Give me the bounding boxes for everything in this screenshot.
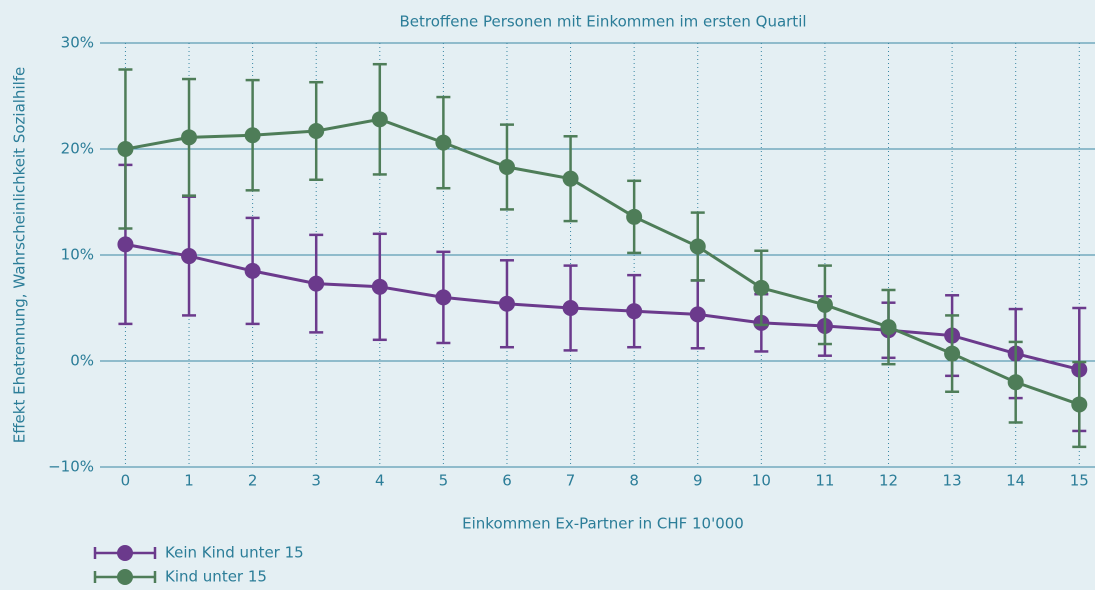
series-line <box>125 117 1080 406</box>
data-point <box>308 275 325 292</box>
data-point <box>117 236 134 253</box>
data-point <box>498 159 515 176</box>
chart-title: Betroffene Personen mit Einkommen im ers… <box>399 13 806 31</box>
data-point <box>181 248 198 265</box>
y-tick-label: 30% <box>61 34 94 52</box>
data-point <box>562 170 579 187</box>
data-point <box>562 300 579 316</box>
x-tick-label: 0 <box>121 472 131 490</box>
data-point <box>498 295 515 312</box>
x-tick-label: 12 <box>879 472 898 490</box>
y-tick-label: 0% <box>70 352 94 370</box>
x-tick-label: 4 <box>375 472 385 490</box>
y-axis-label: Effekt Ehetrennung, Wahrscheinlichkeit S… <box>11 67 29 444</box>
y-tick-label: 20% <box>61 140 94 158</box>
data-point <box>689 306 706 323</box>
data-point <box>1071 396 1088 413</box>
data-point <box>753 279 770 296</box>
data-point <box>435 289 452 306</box>
x-tick-label: 6 <box>502 472 512 490</box>
data-point <box>435 134 452 151</box>
series-line <box>125 242 1080 371</box>
legend-marker <box>117 569 133 585</box>
data-point <box>371 278 388 295</box>
data-point <box>117 141 134 157</box>
legend-label: Kein Kind unter 15 <box>165 544 304 562</box>
data-point <box>944 345 961 362</box>
data-point <box>244 127 261 144</box>
x-tick-label: 14 <box>1006 472 1025 490</box>
data-point <box>308 122 325 139</box>
x-tick-label: 8 <box>629 472 639 490</box>
data-point <box>181 129 198 146</box>
y-tick-label: −10% <box>48 458 94 476</box>
x-tick-label: 7 <box>566 472 576 490</box>
x-axis-label: Einkommen Ex-Partner in CHF 10'000 <box>462 515 744 533</box>
data-point <box>371 111 388 128</box>
x-tick-label: 15 <box>1070 472 1089 490</box>
y-tick-label: 10% <box>61 246 94 264</box>
data-point <box>689 238 706 255</box>
x-tick-label: 13 <box>943 472 962 490</box>
data-point <box>626 303 643 320</box>
x-tick-label: 9 <box>693 472 703 490</box>
x-tick-label: 10 <box>752 472 771 490</box>
legend-label: Kind unter 15 <box>165 568 267 586</box>
data-point <box>816 296 833 313</box>
data-point <box>626 208 643 225</box>
x-tick-label: 5 <box>439 472 449 490</box>
data-point <box>244 262 261 279</box>
x-tick-label: 11 <box>815 472 834 490</box>
data-point <box>1007 374 1024 391</box>
x-tick-label: 3 <box>311 472 321 490</box>
x-tick-label: 2 <box>248 472 258 490</box>
data-point <box>880 319 897 336</box>
x-tick-label: 1 <box>184 472 194 490</box>
legend-marker <box>117 545 133 561</box>
